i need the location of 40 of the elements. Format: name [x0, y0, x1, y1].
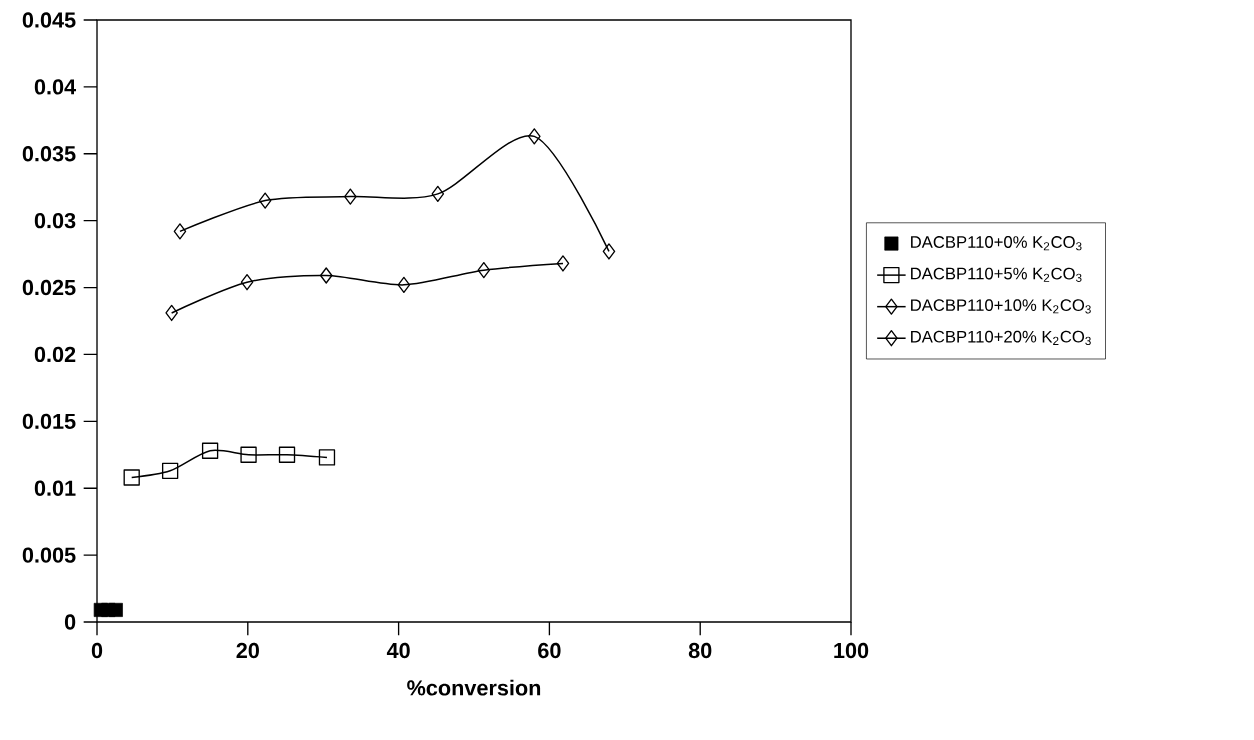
y-tick-label: 0.02: [34, 346, 76, 363]
point: [319, 267, 333, 284]
point: [477, 261, 491, 279]
x-tick-label: 40: [386, 642, 410, 659]
point: [602, 243, 616, 260]
point: [108, 602, 123, 617]
point: [431, 185, 445, 203]
point: [240, 446, 257, 463]
point: [528, 128, 541, 145]
y-tick-label: 0.025: [22, 279, 76, 296]
point: [240, 274, 254, 291]
point: [397, 276, 411, 294]
point: [173, 223, 187, 240]
x-tick-label: 100: [834, 642, 869, 659]
legend-label: DACBP110+20% K$_{2}$CO$_{3}$: [911, 330, 1091, 346]
point: [258, 192, 272, 209]
legend-label: DACBP110+10% K$_{2}$CO$_{3}$: [911, 299, 1091, 314]
y-tick-label: 0.03: [34, 212, 76, 229]
legend-label: DACBP110+5% K$_{2}$CO$_{3}$: [911, 267, 1082, 282]
y-tick-label: 0.01: [34, 480, 76, 496]
point: [201, 442, 219, 459]
x-tick-label: 80: [688, 642, 712, 659]
point: [556, 255, 570, 272]
x-tick-label: 60: [538, 642, 561, 659]
x-tick-label: 20: [236, 642, 259, 659]
legend-label: DACBP110+0% K$_{2}$CO$_{3}$: [911, 236, 1082, 251]
y-tick-label: 0.035: [22, 146, 76, 162]
y-tick-label: 0.045: [22, 12, 76, 28]
point: [161, 462, 179, 479]
point: [318, 449, 336, 466]
point: [278, 446, 296, 463]
y-tick-label: 0.015: [22, 413, 76, 429]
x-axis-title: %conversion: [407, 679, 541, 696]
y-tick-label: 0.005: [22, 547, 76, 563]
point: [123, 469, 140, 486]
point: [344, 188, 357, 205]
y-tick-label: 0: [64, 614, 76, 630]
y-tick-label: 0.04: [34, 79, 77, 95]
x-tick-label: 0: [91, 642, 103, 659]
point: [165, 304, 178, 322]
